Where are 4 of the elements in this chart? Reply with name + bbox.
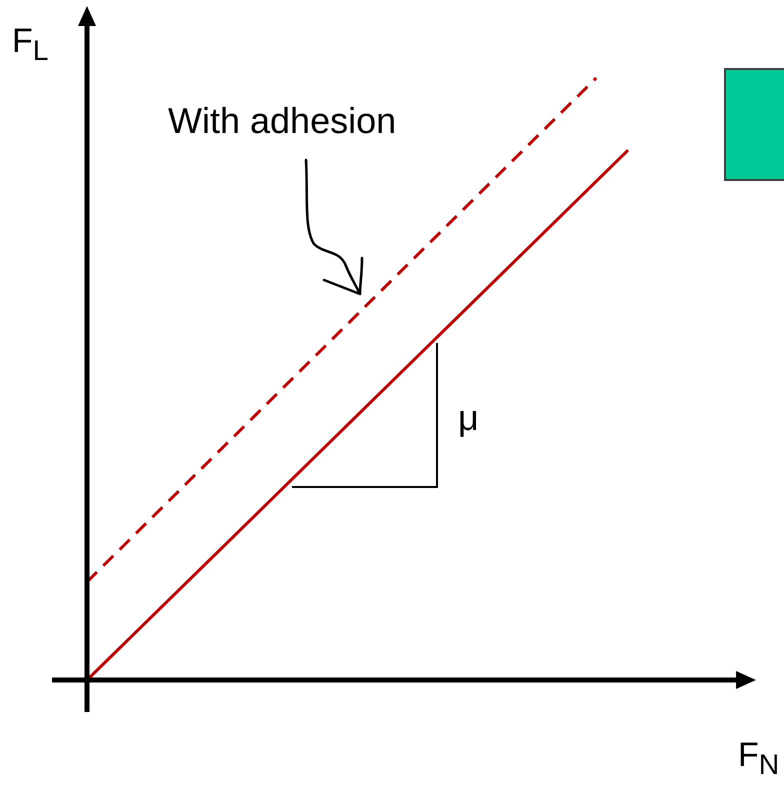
annotation: With adhesion: [168, 100, 396, 142]
y-axis-title: F$_{L}$: [12, 22, 49, 68]
x-axis-title: F$_{N}$: [738, 736, 780, 782]
annotation: μ: [458, 397, 479, 439]
